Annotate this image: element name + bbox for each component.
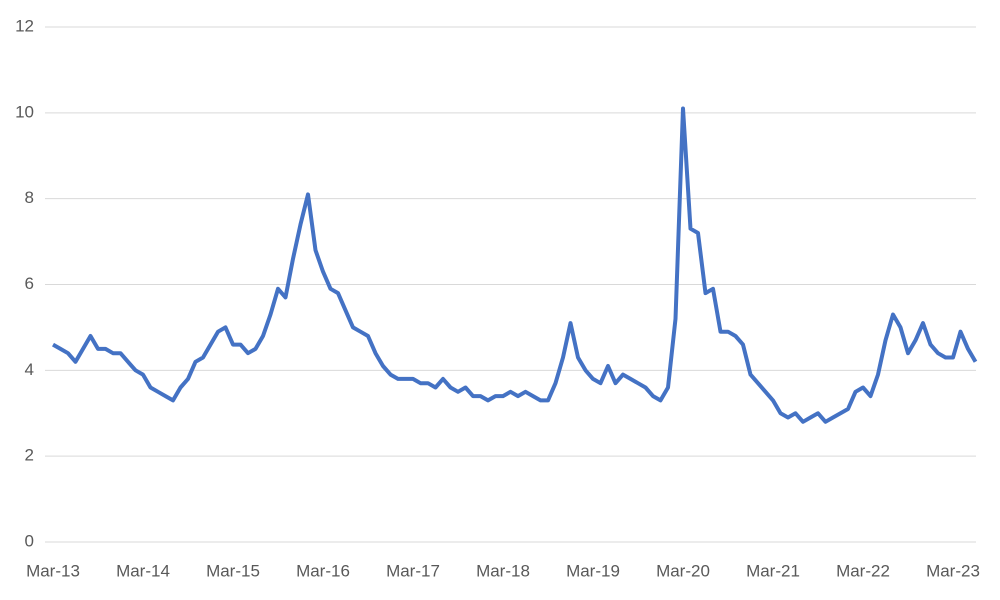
- x-tick-label: Mar-22: [836, 561, 890, 580]
- y-tick-label: 8: [25, 188, 34, 207]
- y-tick-label: 12: [15, 16, 34, 35]
- x-tick-label: Mar-18: [476, 561, 530, 580]
- x-tick-label: Mar-19: [566, 561, 620, 580]
- x-tick-label: Mar-20: [656, 561, 710, 580]
- y-tick-label: 2: [25, 446, 34, 465]
- y-tick-label: 6: [25, 274, 34, 293]
- x-tick-label: Mar-21: [746, 561, 800, 580]
- data-line: [52, 106, 978, 424]
- x-tick-label: Mar-13: [26, 561, 80, 580]
- x-tick-label: Mar-17: [386, 561, 440, 580]
- x-tick-label: Mar-23: [926, 561, 980, 580]
- x-tick-label: Mar-16: [296, 561, 350, 580]
- y-tick-label: 10: [15, 102, 34, 121]
- x-tick-label: Mar-15: [206, 561, 260, 580]
- x-tick-label: Mar-14: [116, 561, 170, 580]
- y-tick-label: 0: [25, 531, 34, 550]
- y-tick-label: 4: [25, 360, 34, 379]
